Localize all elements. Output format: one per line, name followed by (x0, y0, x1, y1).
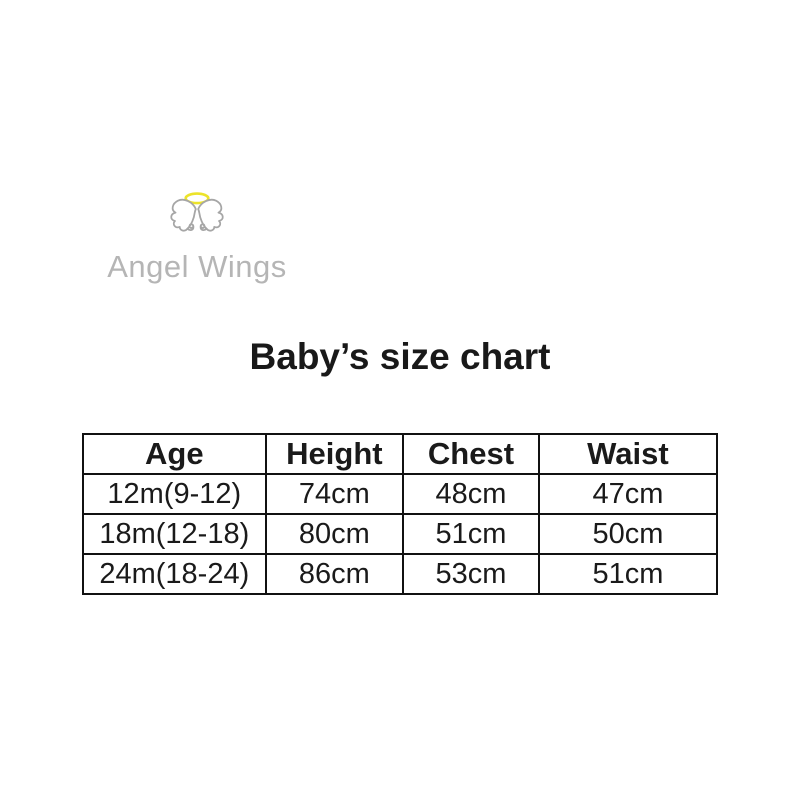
right-wing-icon (197, 198, 224, 232)
brand-logo: Angel Wings (102, 190, 292, 285)
angel-wings-halo-icon (170, 192, 224, 232)
waist-cell: 47cm (537, 473, 719, 515)
chest-cell: 48cm (402, 473, 540, 515)
column-header-waist: Waist (537, 433, 719, 475)
header-row: Age Height Chest Waist (82, 433, 719, 475)
column-header-age: Age (82, 433, 267, 475)
age-cell: 18m(12-18) (82, 513, 267, 555)
column-header-chest: Chest (402, 433, 540, 475)
column-header-height: Height (264, 433, 405, 475)
table-row: 24m(18-24) 86cm 53cm 51cm (82, 553, 719, 595)
height-cell: 86cm (264, 553, 405, 595)
brand-name: Angel Wings (107, 249, 287, 284)
height-cell: 80cm (264, 513, 405, 555)
height-cell: 74cm (264, 473, 405, 515)
waist-cell: 50cm (537, 513, 719, 555)
halo-icon (184, 192, 210, 205)
table-row: 12m(9-12) 74cm 48cm 47cm (82, 473, 719, 515)
chest-cell: 51cm (402, 513, 540, 555)
left-wing-icon (170, 198, 197, 232)
age-cell: 24m(18-24) (82, 553, 267, 595)
table-row: 18m(12-18) 80cm 51cm 50cm (82, 513, 719, 555)
waist-cell: 51cm (537, 553, 719, 595)
page-title: Baby’s size chart (249, 336, 551, 377)
size-chart-table: Age Height Chest Waist 12m(9-12) 74cm 48… (82, 433, 719, 595)
chest-cell: 53cm (402, 553, 540, 595)
age-cell: 12m(9-12) (82, 473, 267, 515)
